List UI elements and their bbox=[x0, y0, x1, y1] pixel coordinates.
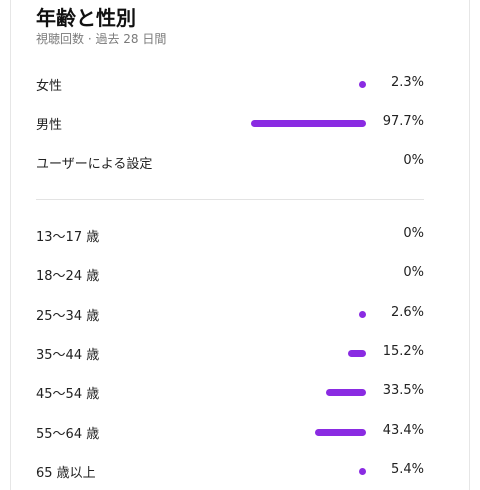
gender-row-male: 男性 97.7% bbox=[36, 112, 424, 136]
row-percent: 15.2% bbox=[382, 344, 424, 359]
age-row-35-44: 35〜44 歳 15.2% bbox=[36, 342, 424, 366]
row-label: 13〜17 歳 bbox=[36, 230, 100, 245]
age-row-45-54: 45〜54 歳 33.5% bbox=[36, 381, 424, 405]
row-percent: 5.4% bbox=[390, 462, 424, 477]
row-bar bbox=[359, 468, 366, 475]
row-bar bbox=[315, 429, 366, 436]
gender-row-female: 女性 2.3% bbox=[36, 73, 424, 97]
row-percent: 33.5% bbox=[382, 383, 424, 398]
row-percent: 0% bbox=[403, 265, 424, 280]
age-row-25-34: 25〜34 歳 2.6% bbox=[36, 303, 424, 327]
age-row-13-17: 13〜17 歳 0% bbox=[36, 224, 424, 248]
row-percent: 0% bbox=[403, 226, 424, 241]
row-percent: 97.7% bbox=[382, 114, 424, 129]
row-bar bbox=[326, 389, 366, 396]
gender-row-user-specified: ユーザーによる設定 0% bbox=[36, 151, 424, 175]
row-percent: 0% bbox=[403, 153, 424, 168]
row-label: ユーザーによる設定 bbox=[36, 157, 153, 172]
age-row-65-plus: 65 歳以上 5.4% bbox=[36, 460, 424, 484]
row-label: 25〜34 歳 bbox=[36, 309, 100, 324]
row-label: 18〜24 歳 bbox=[36, 269, 100, 284]
row-bar bbox=[348, 350, 366, 357]
row-label: 女性 bbox=[36, 79, 63, 94]
row-bar bbox=[359, 311, 366, 318]
row-percent: 2.6% bbox=[390, 305, 424, 320]
age-row-55-64: 55〜64 歳 43.4% bbox=[36, 421, 424, 445]
row-label: 45〜54 歳 bbox=[36, 387, 100, 402]
row-label: 55〜64 歳 bbox=[36, 427, 100, 442]
row-bar bbox=[251, 120, 366, 127]
row-percent: 2.3% bbox=[390, 75, 424, 90]
card-title: 年齢と性別 bbox=[36, 6, 136, 30]
row-bar bbox=[359, 81, 366, 88]
row-label: 65 歳以上 bbox=[36, 466, 96, 481]
age-row-18-24: 18〜24 歳 0% bbox=[36, 263, 424, 287]
row-label: 男性 bbox=[36, 118, 63, 133]
row-percent: 43.4% bbox=[382, 423, 424, 438]
row-label: 35〜44 歳 bbox=[36, 348, 100, 363]
card-subtitle: 視聴回数 · 過去 28 日間 bbox=[36, 32, 167, 46]
section-divider bbox=[36, 199, 424, 200]
